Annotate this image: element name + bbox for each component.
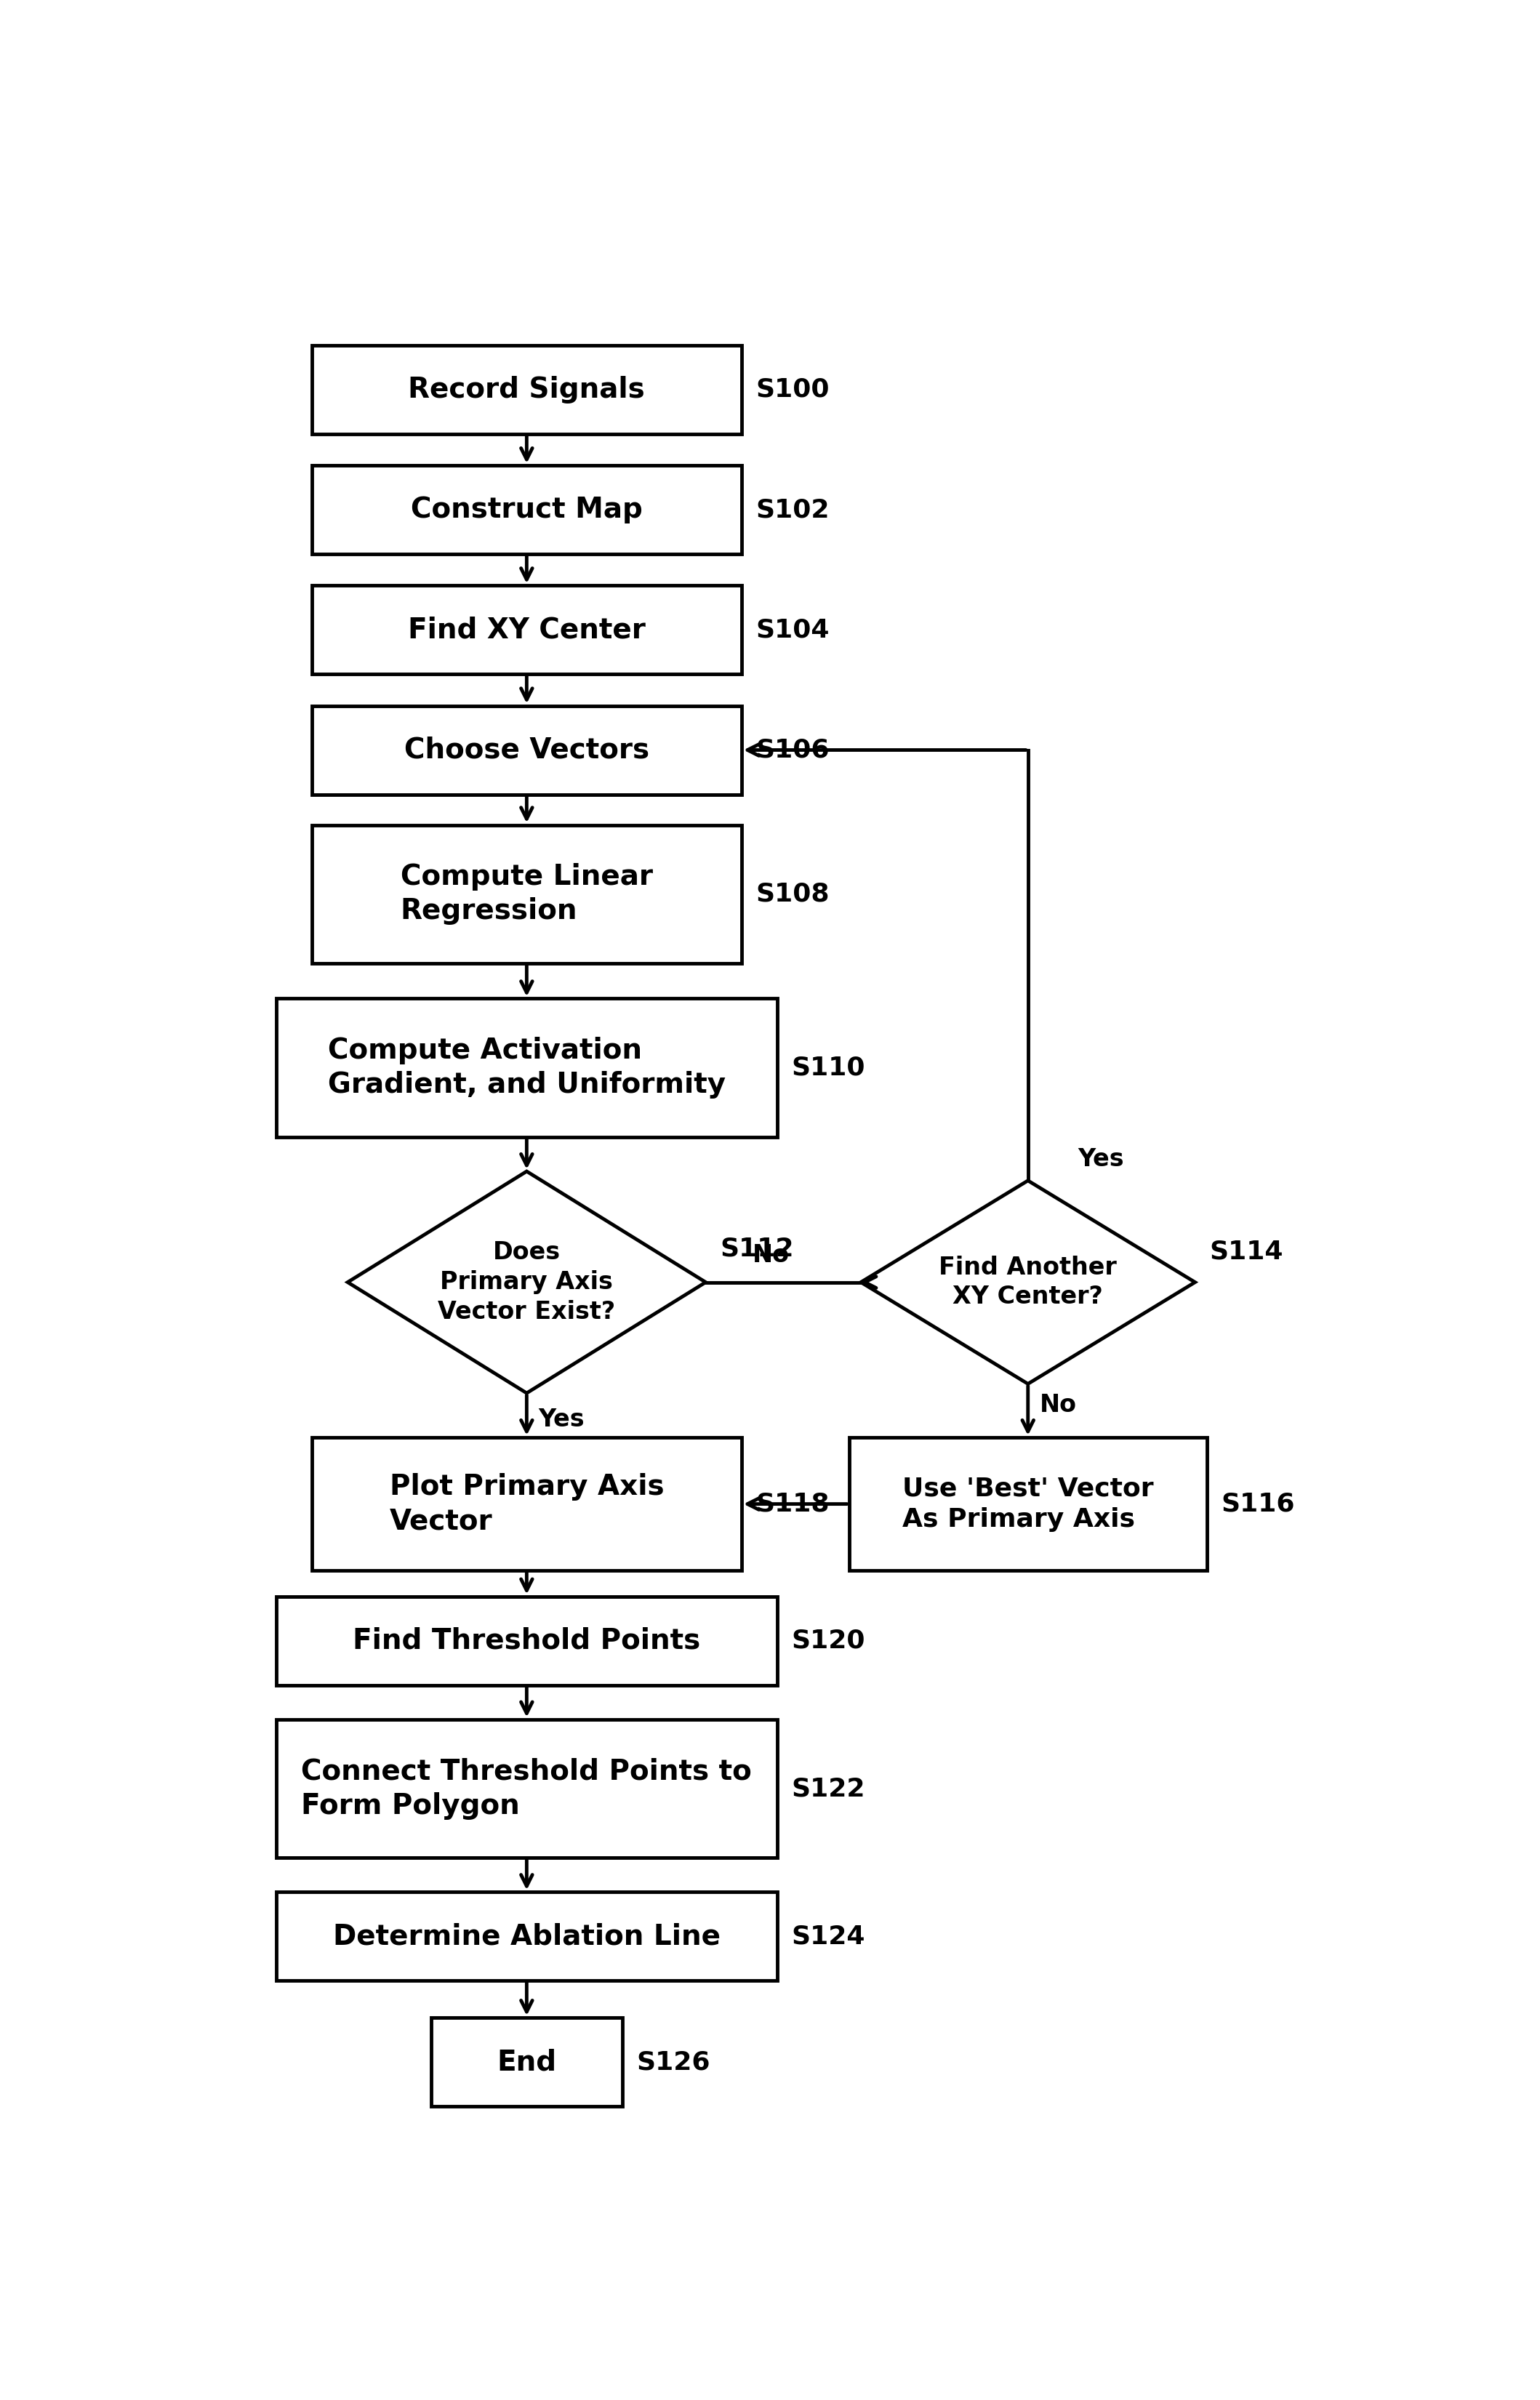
- Text: Yes: Yes: [1078, 1147, 1124, 1171]
- Text: S114: S114: [1209, 1238, 1283, 1265]
- Polygon shape: [861, 1181, 1195, 1385]
- Text: Record Signals: Record Signals: [408, 377, 645, 403]
- Text: S124: S124: [792, 1925, 865, 1949]
- Text: Construct Map: Construct Map: [411, 497, 642, 523]
- Text: Compute Linear
Regression: Compute Linear Regression: [400, 864, 653, 924]
- FancyBboxPatch shape: [276, 1718, 778, 1858]
- FancyBboxPatch shape: [313, 346, 742, 434]
- Text: Determine Ablation Line: Determine Ablation Line: [333, 1922, 721, 1951]
- Text: S118: S118: [756, 1493, 830, 1517]
- Text: Plot Primary Axis
Vector: Plot Primary Axis Vector: [390, 1474, 664, 1536]
- Text: No: No: [1040, 1392, 1076, 1416]
- FancyBboxPatch shape: [276, 1891, 778, 1980]
- Text: Connect Threshold Points to
Form Polygon: Connect Threshold Points to Form Polygon: [302, 1757, 752, 1819]
- Text: Compute Activation
Gradient, and Uniformity: Compute Activation Gradient, and Uniform…: [328, 1037, 725, 1099]
- Text: Find Threshold Points: Find Threshold Points: [353, 1627, 701, 1654]
- FancyBboxPatch shape: [849, 1438, 1207, 1570]
- Text: S106: S106: [756, 737, 830, 763]
- Text: Find Another
XY Center?: Find Another XY Center?: [939, 1255, 1116, 1308]
- Text: Choose Vectors: Choose Vectors: [403, 737, 650, 763]
- Text: S112: S112: [721, 1236, 793, 1262]
- FancyBboxPatch shape: [313, 466, 742, 554]
- Text: End: End: [497, 2047, 556, 2076]
- Text: Find XY Center: Find XY Center: [408, 617, 645, 643]
- Text: S120: S120: [792, 1627, 865, 1654]
- FancyBboxPatch shape: [276, 998, 778, 1138]
- FancyBboxPatch shape: [431, 2018, 622, 2107]
- Text: Does
Primary Axis
Vector Exist?: Does Primary Axis Vector Exist?: [437, 1241, 616, 1325]
- FancyBboxPatch shape: [313, 826, 742, 962]
- Text: S110: S110: [792, 1056, 865, 1080]
- Text: S116: S116: [1221, 1493, 1295, 1517]
- Text: Yes: Yes: [539, 1409, 585, 1433]
- Text: Use 'Best' Vector
As Primary Axis: Use 'Best' Vector As Primary Axis: [902, 1476, 1153, 1531]
- Text: S104: S104: [756, 617, 830, 643]
- Polygon shape: [348, 1171, 705, 1392]
- Text: S102: S102: [756, 497, 830, 523]
- Text: S122: S122: [792, 1776, 865, 1800]
- FancyBboxPatch shape: [276, 1596, 778, 1685]
- Text: S108: S108: [756, 881, 830, 907]
- Text: S100: S100: [756, 377, 830, 401]
- FancyBboxPatch shape: [313, 1438, 742, 1570]
- Text: No: No: [753, 1243, 790, 1267]
- FancyBboxPatch shape: [313, 586, 742, 674]
- FancyBboxPatch shape: [313, 706, 742, 794]
- Text: S126: S126: [636, 2050, 710, 2074]
